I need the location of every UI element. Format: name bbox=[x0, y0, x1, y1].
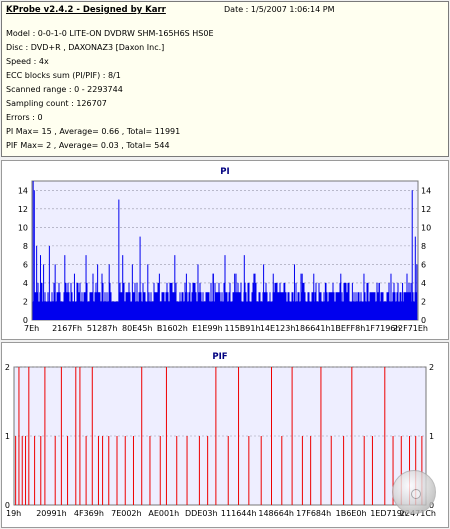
x-tick-label: B1602h bbox=[157, 324, 188, 333]
y-tick-label-left: 0 bbox=[5, 501, 10, 510]
x-tick-label: 7E002h bbox=[111, 509, 141, 518]
info-errors: Errors : 0 bbox=[6, 113, 43, 122]
info-pif-stats: PIF Max= 2 , Average= 0.03 , Total= 544 bbox=[6, 141, 170, 150]
pif-chart-panel: PIF 0 0 1 1 2 2 19h 20991h 4F369h 7E002h AE001h DDE0… bbox=[1, 342, 449, 528]
x-tick-label: E1E99h bbox=[192, 324, 222, 333]
y-tick-label-left: 14 bbox=[18, 186, 28, 195]
x-tick-label: 17F684h bbox=[296, 509, 331, 518]
pi-chart: PI 0 0 2 2 4 4 6 6 8 8 10 10 12 12 14 14 7Eh 2167Fh 51287h 8… bbox=[18, 167, 431, 333]
chart-title: PI bbox=[220, 167, 229, 177]
x-tick-label: 19h bbox=[6, 509, 21, 518]
y-tick-label-right: 2 bbox=[429, 363, 434, 372]
info-pi-stats: PI Max= 15 , Average= 0.66 , Total= 1199… bbox=[6, 127, 181, 136]
info-panel: KProbe v2.4.2 - Designed by Karr Date : … bbox=[1, 1, 449, 157]
y-tick-label-left: 6 bbox=[23, 260, 28, 269]
y-tick-label-left: 2 bbox=[5, 363, 10, 372]
x-tick-label: 80E45h bbox=[122, 324, 152, 333]
x-tick-label: 20991h bbox=[36, 509, 67, 518]
y-tick-label-left: 2 bbox=[23, 297, 28, 306]
info-sampling: Sampling count : 126707 bbox=[6, 99, 107, 108]
y-tick-label-right: 8 bbox=[421, 242, 426, 251]
x-tick-label: 148664h bbox=[258, 509, 294, 518]
y-tick-label-right: 0 bbox=[421, 316, 426, 325]
x-tick-label: 51287h bbox=[87, 324, 118, 333]
x-tick-label: 22F71Eh bbox=[393, 324, 428, 333]
x-tick-label: 1B6E0h bbox=[336, 509, 367, 518]
y-tick-label-left: 1 bbox=[5, 432, 10, 441]
y-tick-label-left: 4 bbox=[23, 279, 28, 288]
x-tick-label: 186641h bbox=[295, 324, 331, 333]
y-tick-label-left: 12 bbox=[18, 205, 28, 214]
info-disc: Disc : DVD+R , DAXONAZ3 [Daxon Inc.] bbox=[6, 43, 165, 52]
y-tick-label-right: 0 bbox=[429, 501, 434, 510]
x-tick-label: 14E123h bbox=[260, 324, 296, 333]
x-tick-label: 1F7196h bbox=[365, 324, 400, 333]
y-tick-label-left: 10 bbox=[18, 223, 28, 232]
chart-title: PIF bbox=[212, 352, 227, 362]
x-tick-label: 111644h bbox=[221, 509, 257, 518]
y-tick-label-right: 14 bbox=[421, 186, 431, 195]
x-tick-label: 2167Fh bbox=[52, 324, 82, 333]
y-tick-label-right: 12 bbox=[421, 205, 431, 214]
y-tick-label-right: 4 bbox=[421, 279, 426, 288]
y-tick-label-right: 6 bbox=[421, 260, 426, 269]
info-speed: Speed : 4x bbox=[6, 57, 49, 66]
x-tick-label: 7Eh bbox=[24, 324, 39, 333]
x-tick-label: 1BEFF8h bbox=[330, 324, 365, 333]
y-tick-label-left: 8 bbox=[23, 242, 28, 251]
x-tick-label: DDE03h bbox=[185, 509, 218, 518]
pi-chart-panel: PI 0 0 2 2 4 4 6 6 8 8 10 10 12 12 14 14 7Eh 2167Fh 51287h 8… bbox=[1, 160, 449, 340]
info-model: Model : 0-0-1-0 LITE-ON DVDRW SHM-165H6S… bbox=[6, 29, 214, 38]
disc-watermark-icon bbox=[392, 470, 436, 514]
x-tick-label: 4F369h bbox=[74, 509, 104, 518]
scan-date: Date : 1/5/2007 1:06:14 PM bbox=[224, 5, 335, 14]
x-tick-label: 115B91h bbox=[225, 324, 261, 333]
y-tick-label-right: 10 bbox=[421, 223, 431, 232]
x-tick-label: AE001h bbox=[148, 509, 179, 518]
pif-chart: PIF 0 0 1 1 2 2 19h 20991h 4F369h 7E002h AE001h DDE0… bbox=[5, 352, 436, 518]
x-tick-label: 1ED719h bbox=[370, 509, 407, 518]
info-range: Scanned range : 0 - 2293744 bbox=[6, 85, 123, 94]
y-tick-label-left: 0 bbox=[23, 316, 28, 325]
app-title: KProbe v2.4.2 - Designed by Karr bbox=[6, 5, 166, 15]
info-ecc: ECC blocks sum (PI/PIF) : 8/1 bbox=[6, 71, 121, 80]
y-tick-label-right: 1 bbox=[429, 432, 434, 441]
y-tick-label-right: 2 bbox=[421, 297, 426, 306]
